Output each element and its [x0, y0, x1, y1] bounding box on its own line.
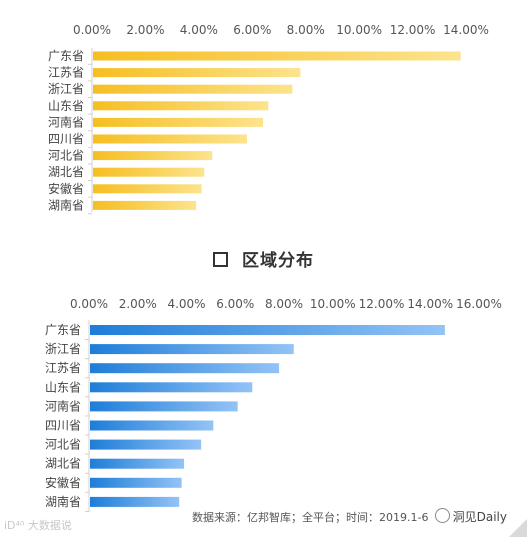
category-label: 江苏省 [48, 66, 84, 80]
category-label: 四川省 [48, 132, 84, 146]
section-title: 区域分布 [0, 246, 527, 271]
x-axis-ticks: 0.00% 2.00% 4.00% 6.00% 8.00% 10.00% 12.00% 14.… [73, 23, 489, 37]
x-tick-label: 4.00% [167, 297, 205, 311]
bar [90, 477, 182, 488]
x-tick-label: 14.00% [443, 23, 489, 37]
section-title-text: 区域分布 [242, 251, 314, 271]
x-tick-label: 2.00% [126, 23, 164, 37]
bar [90, 401, 238, 412]
x-tick-label: 0.00% [73, 23, 111, 37]
chart-bottom-province-share: 0.00% 2.00% 4.00% 6.00% 8.00% 10.00% 12.00% 14.… [45, 297, 502, 512]
bar [90, 420, 214, 431]
bar [93, 134, 247, 144]
x-tick-label: 6.00% [233, 23, 271, 37]
category-label: 湖北省 [45, 456, 81, 471]
x-tick-label: 8.00% [287, 23, 325, 37]
bars [90, 325, 445, 507]
bar [93, 200, 197, 210]
bar [93, 184, 202, 194]
category-label: 河北省 [48, 149, 84, 163]
category-label: 湖北省 [48, 164, 84, 179]
category-label: 江苏省 [45, 361, 81, 375]
x-tick-label: 12.00% [359, 297, 405, 311]
category-label: 广东省 [48, 49, 84, 63]
chart-top-province-share: 0.00% 2.00% 4.00% 6.00% 8.00% 10.00% 12.00% 14.… [48, 23, 489, 215]
bar [90, 325, 445, 335]
bar [93, 84, 293, 94]
brand-label: 洞见Daily [432, 508, 509, 525]
bar [90, 382, 253, 393]
x-tick-label: 2.00% [119, 297, 157, 311]
category-label: 湖南省 [48, 197, 84, 212]
category-label: 山东省 [45, 380, 81, 394]
category-label: 河北省 [45, 438, 81, 452]
x-tick-label: 10.00% [310, 297, 356, 311]
bar [90, 496, 180, 507]
x-tick-label: 8.00% [265, 297, 303, 311]
x-tick-label: 14.00% [407, 297, 453, 311]
category-label: 广东省 [45, 323, 81, 337]
bar [93, 151, 213, 161]
bar [90, 363, 280, 374]
x-axis-ticks: 0.00% 2.00% 4.00% 6.00% 8.00% 10.00% 12.00% 14.… [70, 297, 502, 311]
category-label: 河南省 [45, 398, 81, 413]
category-label: 安徽省 [48, 181, 84, 196]
bar [93, 117, 263, 127]
wechat-icon [434, 508, 450, 523]
category-label: 浙江省 [48, 82, 84, 96]
watermark: iD⁴⁰ 大数据说 [4, 519, 72, 532]
title-bullet-icon [213, 252, 228, 267]
bar [93, 167, 205, 177]
x-tick-label: 12.00% [390, 23, 436, 37]
category-label: 安徽省 [45, 475, 81, 490]
bar [93, 51, 461, 61]
category-label: 四川省 [45, 419, 81, 433]
bar [90, 458, 185, 469]
bar [93, 101, 269, 111]
category-label: 河南省 [48, 114, 84, 129]
x-tick-label: 10.00% [336, 23, 382, 37]
bar [90, 439, 202, 450]
x-tick-label: 0.00% [70, 297, 108, 311]
brand-name: 洞见Daily [452, 510, 507, 524]
category-label: 浙江省 [45, 342, 81, 356]
bar [93, 68, 301, 78]
x-tick-label: 6.00% [216, 297, 254, 311]
x-tick-label: 4.00% [180, 23, 218, 37]
category-label: 湖南省 [45, 494, 81, 509]
page-curl-corner [509, 519, 527, 537]
bars [93, 51, 461, 210]
data-source-note: 数据来源：亿邦智库；全平台；时间：2019.1-6 [192, 511, 429, 524]
category-label: 山东省 [48, 99, 84, 113]
x-tick-label: 16.00% [456, 297, 502, 311]
bar [90, 344, 294, 355]
